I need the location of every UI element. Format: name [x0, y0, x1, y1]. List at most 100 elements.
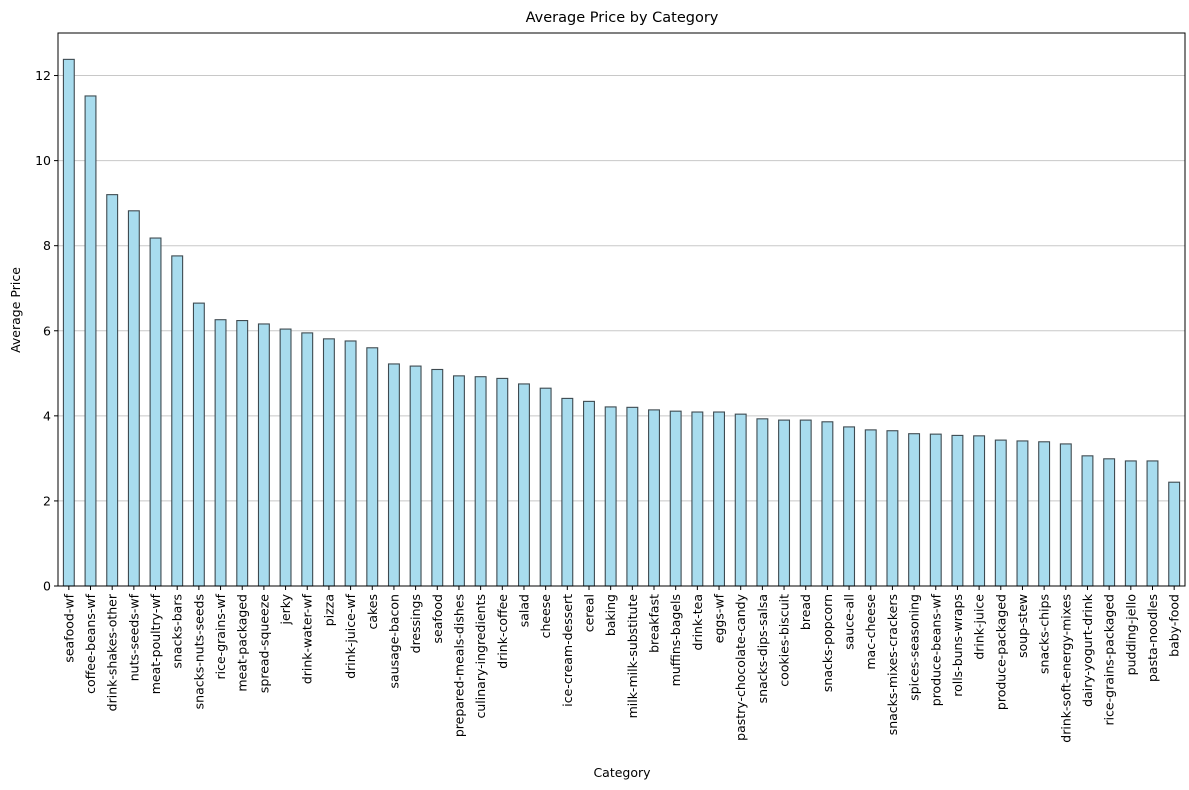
bar-jerky [279, 328, 292, 587]
bar-culinary-ingredients [474, 376, 487, 587]
bar-coffee-beans-wf [84, 95, 97, 587]
x-tick-label: coffee-beans-wf [83, 593, 98, 693]
y-tick-label: 8 [43, 238, 51, 253]
x-tick-label: pastry-chocolate-candy [733, 593, 748, 740]
x-tick-label: pasta-noodles [1145, 594, 1160, 682]
x-tick-label: snacks-chips [1037, 594, 1052, 674]
bar-seafood-wf [62, 58, 75, 587]
x-tick-label: snacks-popcorn [820, 594, 835, 692]
x-axis-label: Category [593, 765, 651, 780]
x-tick-label: snacks-dips-salsa [755, 594, 770, 703]
bar-soup-stew [1016, 440, 1029, 587]
x-tick-label: drink-juice [972, 594, 987, 660]
bar-pastry-chocolate-candy [734, 413, 747, 587]
bar-drink-tea [691, 411, 704, 587]
grid-lines [58, 75, 1185, 502]
x-tick-label: breakfast [647, 594, 662, 653]
x-tick-label: snacks-bars [170, 594, 185, 668]
bar-drink-water-wf [301, 332, 314, 587]
bar-mac-cheese [864, 429, 877, 587]
bar-cheese [539, 387, 552, 587]
bar-baby-food [1168, 481, 1181, 587]
bar-milk-milk-substitute [626, 406, 639, 587]
bar-snacks-popcorn [821, 421, 834, 587]
bar-drink-shakes-other [106, 194, 119, 587]
x-tick-label: pudding-jello [1123, 594, 1138, 675]
bar-cakes [366, 347, 379, 587]
x-tick-label: rice-grains-packaged [1102, 594, 1117, 726]
x-tick-label: cookies-biscuit [777, 594, 792, 687]
x-tick-label: sausage-bacon [386, 594, 401, 688]
x-tick-label: drink-juice-wf [343, 593, 358, 678]
y-tick-label: 4 [43, 408, 51, 423]
bar-pizza [322, 338, 335, 587]
y-tick-label: 6 [43, 323, 51, 338]
bar-drink-juice-wf [344, 340, 357, 587]
x-tick-label: cakes [365, 594, 380, 630]
bar-snacks-chips [1038, 441, 1051, 587]
x-tick-label: snacks-nuts-seeds [191, 594, 206, 709]
x-tick-label: drink-soft-energy-mixes [1058, 594, 1073, 743]
bar-pasta-noodles [1146, 460, 1159, 587]
bar-spread-squeeze [257, 323, 270, 587]
bar-eggs-wf [713, 411, 725, 587]
x-tick-label: drink-tea [690, 594, 705, 650]
bar-dressings [409, 365, 422, 587]
x-tick-label: cereal [581, 594, 596, 632]
x-tick-label: meat-packaged [235, 594, 250, 692]
bar-meat-poultry-wf [149, 237, 162, 587]
x-tick-label: seafood [430, 594, 445, 644]
bar-meat-packaged [236, 320, 249, 587]
x-tick-label: bread [798, 594, 813, 630]
bar-spices-seasoning [908, 433, 921, 587]
bar-bread [799, 419, 812, 587]
x-tick-label: soup-stew [1015, 594, 1030, 658]
bar-sausage-bacon [387, 363, 400, 587]
chart-title: Average Price by Category [526, 10, 719, 26]
y-axis-label: Average Price [8, 267, 23, 353]
x-tick-label: mac-cheese [863, 594, 878, 670]
x-tick-label: seafood-wf [61, 593, 76, 662]
x-tick-label: rolls-buns-wraps [950, 594, 965, 697]
y-tick-label: 12 [35, 68, 51, 83]
x-tick-label: prepared-meals-dishes [451, 594, 466, 737]
bar-cereal [583, 400, 595, 587]
x-tick-label: culinary-ingredients [473, 594, 488, 718]
x-tick-label: dairy-yogurt-drink [1080, 593, 1095, 707]
x-tick-label: sauce-all [842, 594, 857, 650]
bar-breakfast [648, 409, 660, 587]
x-tick-label: produce-beans-wf [928, 593, 943, 706]
x-tick-label: rice-grains-wf [213, 593, 228, 679]
bar-prepared-meals-dishes [452, 375, 465, 587]
plot-frame [57, 32, 1186, 587]
bar-ice-cream-dessert [561, 397, 574, 587]
x-tick-label: produce-packaged [993, 594, 1008, 710]
x-tick-label: salad [516, 594, 531, 627]
y-axis-ticks: 0 2 4 6 8 10 12 [35, 68, 58, 594]
bar-rice-grains-wf [214, 319, 227, 587]
x-tick-label: baby-food [1167, 594, 1182, 657]
x-tick-label: drink-shakes-other [105, 593, 120, 711]
bar-sauce-all [843, 426, 856, 587]
bar-rice-grains-packaged [1103, 458, 1116, 587]
bar-seafood [431, 368, 444, 587]
bar-muffins-bagels [669, 410, 682, 587]
x-axis-ticks: seafood-wf coffee-beans-wf drink-shakes-ot… [61, 586, 1182, 743]
bar-nuts-seeds-wf [127, 210, 140, 587]
x-tick-label: meat-poultry-wf [148, 593, 163, 694]
x-tick-label: baking [603, 594, 618, 636]
bar-produce-beans-wf [929, 433, 942, 587]
y-tick-label: 0 [43, 579, 51, 594]
bar-drink-juice [973, 435, 986, 587]
bar-snacks-mixes-crackers [886, 430, 899, 587]
x-tick-label: pizza [321, 594, 336, 626]
x-tick-label: nuts-seeds-wf [126, 593, 141, 681]
x-tick-label: jerky [278, 593, 293, 625]
bar-dairy-yogurt-drink [1081, 455, 1094, 587]
bar-drink-soft-energy-mixes [1059, 443, 1072, 587]
bar-cookies-biscuit [778, 419, 791, 587]
bar-baking [604, 406, 617, 587]
bar-snacks-dips-salsa [756, 418, 769, 587]
x-tick-label: eggs-wf [712, 593, 727, 643]
